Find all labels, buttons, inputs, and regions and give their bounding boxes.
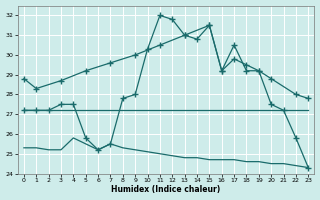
X-axis label: Humidex (Indice chaleur): Humidex (Indice chaleur) — [111, 185, 221, 194]
